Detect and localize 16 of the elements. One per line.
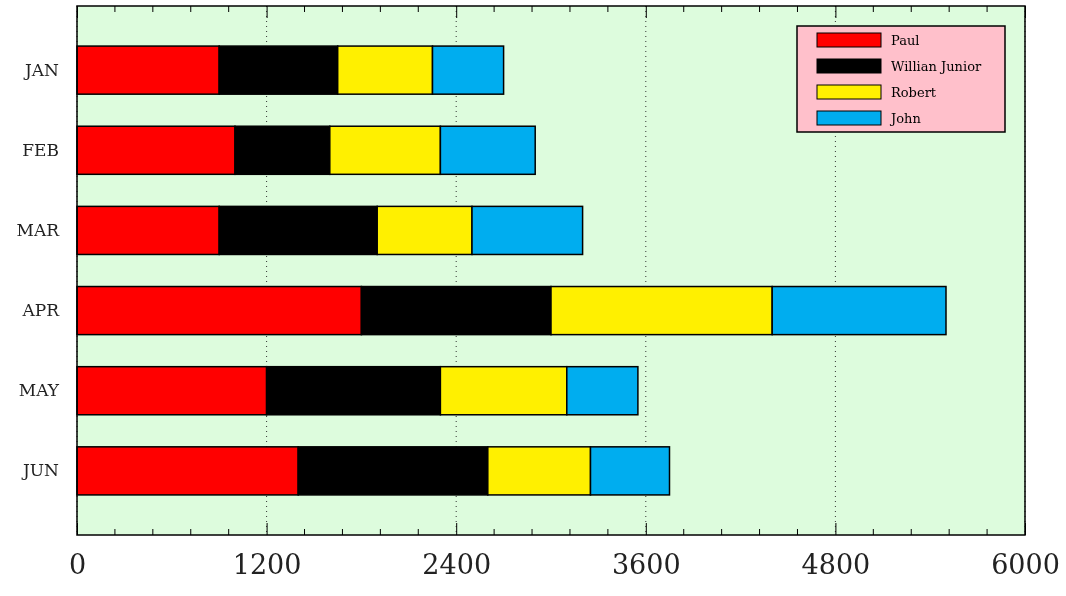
x-tick-label: 3600 [611, 549, 681, 581]
x-tick-label: 2400 [422, 549, 492, 581]
legend-label: Paul [891, 32, 920, 48]
x-tick-label: 4800 [801, 549, 871, 581]
y-tick-label: JAN [23, 59, 60, 80]
y-tick-label: MAY [18, 380, 60, 401]
x-tick-label: 6000 [991, 549, 1060, 581]
y-tick-label: MAR [16, 219, 61, 240]
y-tick-label: APR [21, 300, 61, 321]
legend-label: Willian Junior [891, 58, 982, 74]
y-tick-label: JUN [20, 460, 60, 481]
x-tick-label: 1200 [232, 549, 302, 581]
y-tick-label: FEB [22, 139, 59, 160]
legend-label: Robert [891, 84, 937, 100]
legend-label: John [889, 110, 922, 126]
x-tick-label: 0 [68, 549, 87, 581]
